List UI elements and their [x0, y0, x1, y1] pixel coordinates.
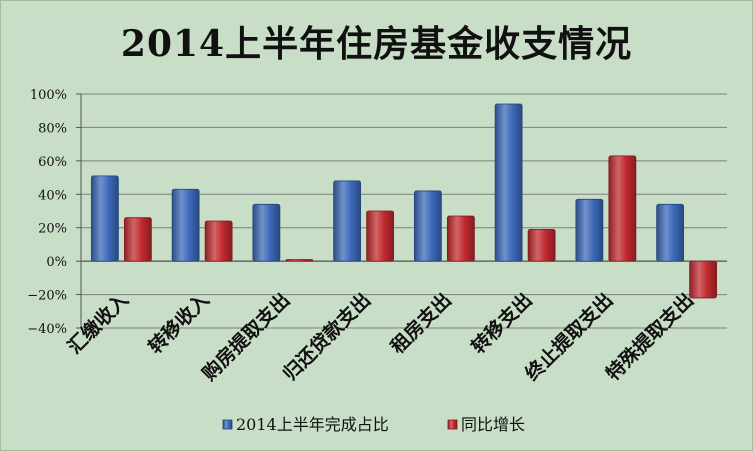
y-tick-label: −20% [27, 289, 67, 304]
legend-label: 2014上半年完成占比 [236, 415, 389, 434]
bar-completion [656, 203, 685, 262]
bar-completion [90, 175, 119, 262]
y-tick-label: 80% [38, 121, 67, 136]
category-label: 特殊提取支出 [601, 288, 698, 385]
bar-completion [333, 180, 362, 262]
bar-completion [252, 203, 281, 262]
bar-growth [527, 228, 556, 262]
bar-completion [413, 190, 442, 262]
legend-swatch [447, 419, 458, 430]
y-tick-label: 100% [30, 88, 67, 103]
bar-completion [494, 103, 523, 262]
category-label: 归还贷款支出 [278, 288, 375, 385]
bar-completion [575, 198, 604, 262]
bar-growth [446, 215, 475, 262]
y-tick-label: 0% [46, 255, 67, 270]
bar-growth [689, 260, 718, 299]
y-tick-label: 40% [38, 188, 67, 203]
y-tick-label: 60% [38, 155, 67, 170]
category-label: 汇缴收入 [63, 288, 133, 358]
category-label: 租房支出 [386, 288, 456, 358]
y-tick-label: 20% [38, 222, 67, 237]
bar-growth [204, 220, 233, 262]
legend-swatch [222, 419, 233, 430]
bar-growth [366, 210, 395, 262]
chart-title: 2014上半年住房基金收支情况 [120, 23, 633, 65]
bar-growth [285, 259, 314, 262]
bar-growth [608, 155, 637, 262]
legend-label: 同比增长 [461, 415, 525, 434]
bar-growth [123, 217, 152, 262]
y-tick-label: −40% [27, 322, 67, 337]
category-label: 转移收入 [144, 288, 214, 358]
category-label: 转移支出 [467, 288, 537, 358]
bar-completion [171, 188, 200, 262]
